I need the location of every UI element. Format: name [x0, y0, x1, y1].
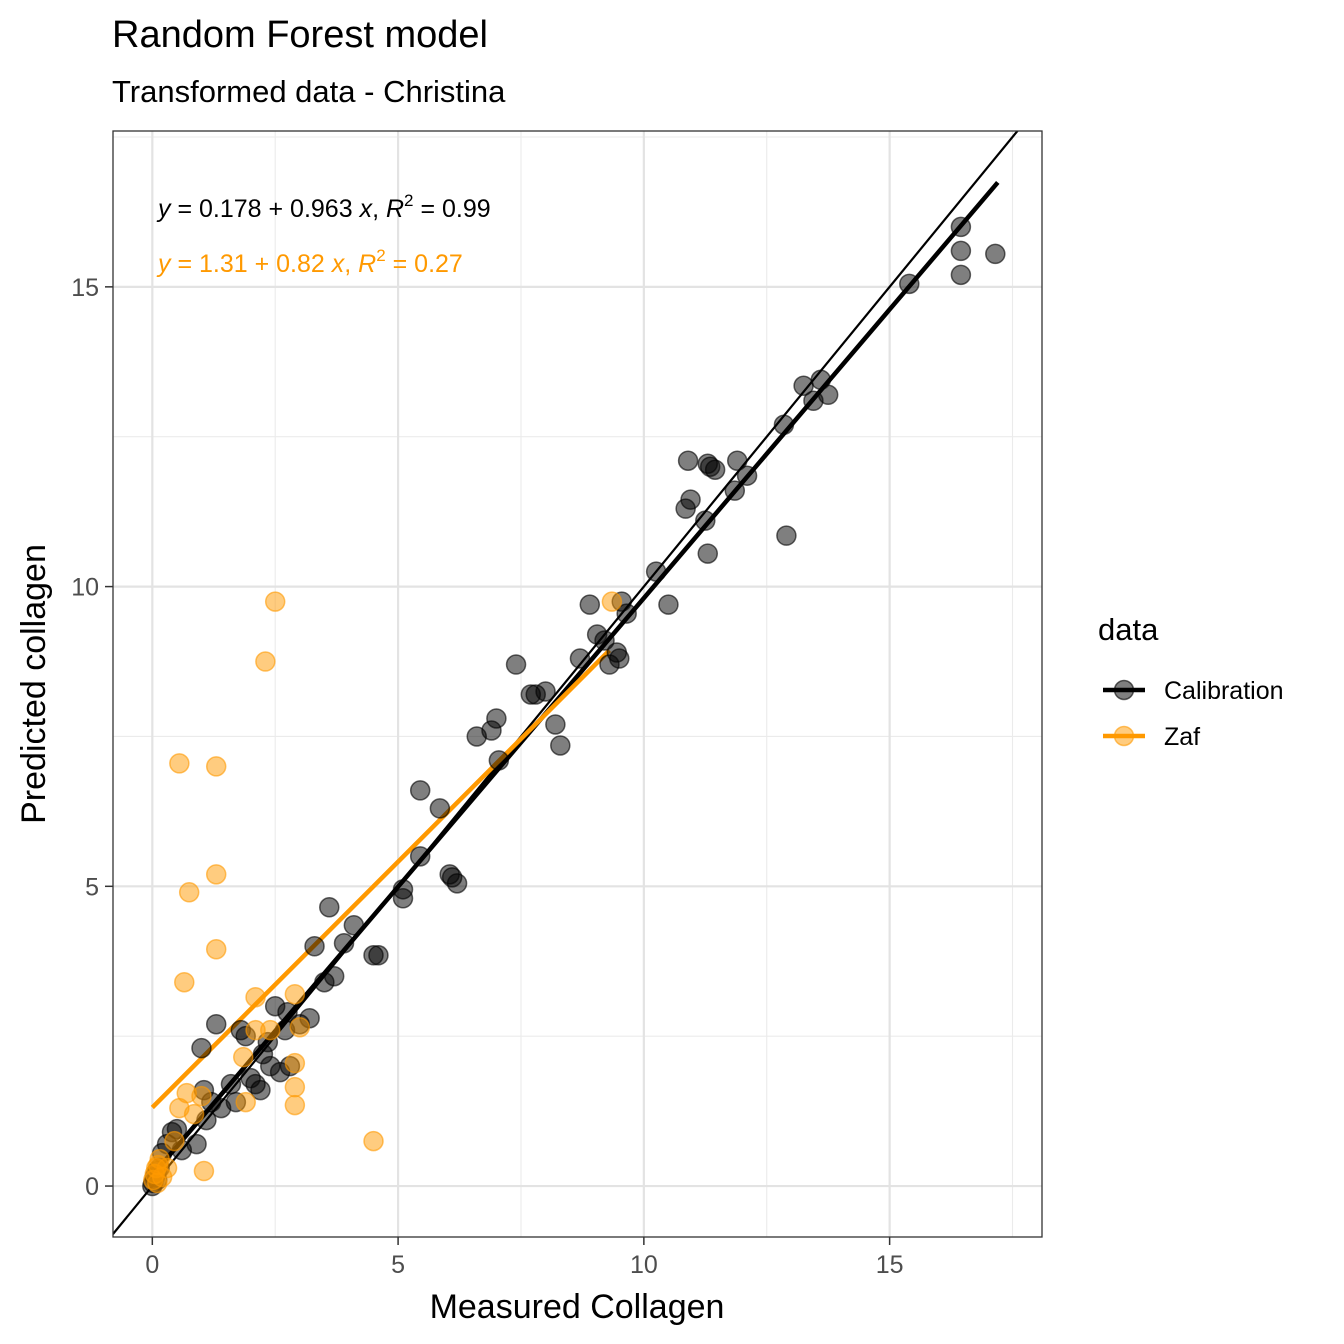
- data-point-calibration: [776, 525, 797, 546]
- x-tick-label: 5: [391, 1251, 405, 1279]
- data-point-calibration: [695, 510, 716, 531]
- data-point-calibration: [697, 543, 719, 564]
- data-point-calibration: [250, 1079, 271, 1101]
- data-point-calibration: [429, 798, 451, 819]
- legend-title: data: [1098, 612, 1159, 647]
- data-point-zaf: [183, 1103, 205, 1125]
- fit-line-zaf: [150, 648, 612, 1110]
- data-point-zaf: [260, 1019, 281, 1041]
- data-point-zaf: [205, 756, 227, 777]
- data-point-calibration: [704, 459, 726, 480]
- y-tick-label: 15: [71, 274, 99, 302]
- data-point-calibration: [594, 630, 615, 651]
- data-point-zaf: [191, 1085, 212, 1107]
- data-point-zaf: [363, 1130, 384, 1152]
- data-point-zaf: [169, 753, 190, 774]
- data-point-zaf: [284, 1052, 306, 1074]
- y-axis: 0 5 10 15: [71, 274, 113, 1201]
- data-points: [142, 216, 1006, 1197]
- y-tick-label: 10: [71, 574, 99, 602]
- data-point-calibration: [409, 846, 431, 867]
- legend-key-point-calibration: [1113, 679, 1135, 701]
- data-point-zaf: [156, 1157, 178, 1179]
- data-point-zaf: [233, 1046, 254, 1068]
- data-point-zaf: [164, 1130, 185, 1152]
- data-point-zaf: [284, 983, 306, 1005]
- data-point-zaf: [284, 1094, 306, 1116]
- data-point-calibration: [186, 1133, 207, 1155]
- data-point-calibration: [726, 450, 748, 471]
- chart-subtitle: Transformed data - Christina: [112, 74, 506, 109]
- data-point-calibration: [545, 714, 566, 735]
- data-point-calibration: [277, 1001, 298, 1023]
- data-point-calibration: [486, 708, 507, 729]
- data-point-calibration: [392, 888, 414, 909]
- data-point-zaf: [205, 864, 227, 885]
- x-tick-label: 0: [145, 1251, 159, 1279]
- data-point-zaf: [289, 1016, 311, 1038]
- data-point-calibration: [773, 414, 795, 435]
- data-point-zaf: [601, 591, 623, 612]
- data-point-calibration: [645, 561, 667, 582]
- data-point-calibration: [950, 240, 972, 262]
- data-point-zaf: [245, 986, 266, 1008]
- legend: data Calibration Zaf: [1098, 612, 1284, 751]
- data-point-zaf: [235, 1091, 256, 1113]
- data-point-calibration: [319, 897, 340, 918]
- data-point-calibration: [343, 915, 365, 936]
- data-point-zaf: [178, 882, 200, 903]
- plot-panel-border: [112, 130, 1043, 1238]
- data-point-calibration: [488, 750, 510, 771]
- data-point-calibration: [409, 780, 431, 801]
- data-point-calibration: [323, 965, 345, 987]
- data-point-calibration: [505, 654, 527, 675]
- chart-title: Random Forest model: [112, 14, 488, 56]
- data-point-calibration: [609, 648, 630, 669]
- equation-zaf: y = 1.31 + 0.82 x, R2 = 0.27: [156, 246, 463, 278]
- data-point-calibration: [569, 648, 591, 669]
- legend-label-calibration: Calibration: [1164, 677, 1284, 705]
- data-point-zaf: [193, 1160, 215, 1182]
- y-tick-label: 5: [85, 873, 99, 901]
- data-point-calibration: [368, 945, 389, 966]
- data-point-calibration: [205, 1013, 227, 1035]
- y-tick-label: 0: [85, 1173, 99, 1201]
- data-point-calibration: [680, 489, 701, 510]
- data-point-calibration: [950, 264, 972, 286]
- data-point-calibration: [817, 384, 839, 406]
- data-point-calibration: [677, 450, 699, 471]
- data-point-calibration: [616, 603, 637, 624]
- data-point-calibration: [950, 216, 972, 238]
- data-point-calibration: [579, 594, 601, 615]
- x-axis-label: Measured Collagen: [430, 1288, 725, 1326]
- data-point-calibration: [446, 873, 468, 894]
- data-point-calibration: [535, 681, 556, 702]
- data-point-calibration: [304, 936, 325, 957]
- x-tick-label: 15: [876, 1251, 904, 1279]
- data-point-calibration: [985, 243, 1006, 265]
- data-point-zaf: [205, 939, 227, 960]
- data-point-zaf: [264, 591, 286, 612]
- data-point-calibration: [658, 594, 679, 615]
- data-point-calibration: [899, 273, 920, 295]
- x-tick-label: 10: [630, 1251, 658, 1279]
- data-point-zaf: [174, 971, 195, 993]
- regression-equations: y = 0.178 + 0.963 x, R2 = 0.99 y = 1.31 +…: [156, 191, 491, 278]
- major-gridlines: [113, 131, 1042, 1237]
- x-axis: 0 5 10 15: [145, 1237, 904, 1279]
- data-point-calibration: [333, 933, 355, 954]
- data-point-zaf: [255, 651, 276, 672]
- data-point-zaf: [284, 1076, 306, 1098]
- legend-key-point-zaf: [1113, 725, 1135, 747]
- data-point-calibration: [550, 735, 571, 756]
- data-point-calibration: [736, 465, 758, 486]
- data-point-calibration: [220, 1073, 242, 1095]
- legend-label-zaf: Zaf: [1164, 723, 1200, 751]
- equation-calibration: y = 0.178 + 0.963 x, R2 = 0.99: [156, 191, 491, 223]
- data-point-calibration: [191, 1037, 212, 1059]
- y-axis-label: Predicted collagen: [15, 544, 53, 824]
- data-point-calibration: [724, 480, 746, 501]
